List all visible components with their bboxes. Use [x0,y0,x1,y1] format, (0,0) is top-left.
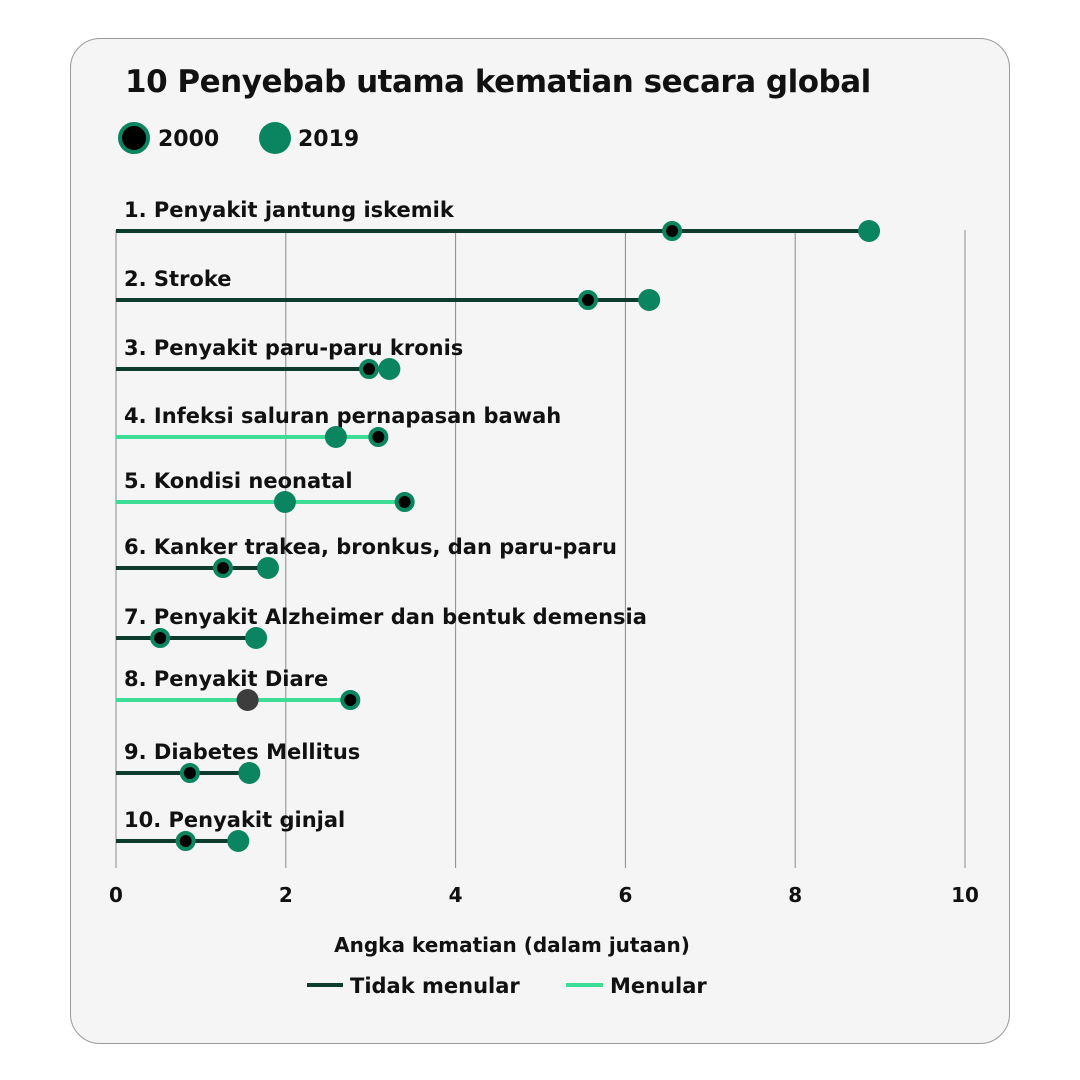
dot-2019 [227,830,250,852]
x-tick-label: 2 [279,883,293,907]
dot-2000 [175,831,196,851]
dot-2000 [340,690,361,710]
category-label: 10. Penyakit ginjal [124,808,345,832]
dot-2019 [638,289,661,311]
legend-2019-label: 2019 [298,127,359,152]
dot-2019 [378,358,401,380]
x-tick-label: 8 [788,883,802,907]
dot-2000 [662,221,683,241]
dot-2019 [858,220,881,242]
x-tick-label: 0 [109,883,123,907]
category-label: 5. Kondisi neonatal [124,469,353,493]
category-label: 4. Infeksi saluran pernapasan bawah [124,404,561,428]
dot-2019 [238,762,261,784]
category-label: 3. Penyakit paru-paru kronis [124,336,463,360]
dot-2019 [236,689,259,711]
category-label: 9. Diabetes Mellitus [124,740,360,764]
legend-2019-marker [259,122,291,154]
dot-2019 [324,426,347,448]
dot-2000 [212,558,233,578]
category-label: 6. Kanker trakea, bronkus, dan paru-paru [124,535,617,559]
x-axis-title: Angka kematian (dalam jutaan) [334,933,690,957]
dot-2000 [359,359,380,379]
x-tick-label: 4 [449,883,463,907]
x-tick-label: 10 [951,883,979,907]
legend-2000-marker [118,122,150,154]
category-label: 1. Penyakit jantung iskemik [124,198,455,222]
legend-2000-label: 2000 [158,127,219,152]
dot-2000 [368,427,389,447]
category-label: 7. Penyakit Alzheimer dan bentuk demensi… [124,605,647,629]
dot-2019 [273,491,296,513]
category-label: 8. Penyakit Diare [124,667,328,691]
dot-2000 [179,763,200,783]
dot-2000 [578,290,599,310]
dot-2019 [245,627,268,649]
chart-title: 10 Penyebab utama kematian secara global [125,64,871,100]
dot-2019 [256,557,279,579]
chart-card [70,38,1010,1044]
dot-2000 [394,492,415,512]
legend-communicable-label: Menular [610,974,707,998]
dot-2000 [150,628,171,648]
legend-noncommunicable-label: Tidak menular [350,974,520,998]
x-tick-label: 6 [618,883,632,907]
category-label: 2. Stroke [124,267,232,291]
